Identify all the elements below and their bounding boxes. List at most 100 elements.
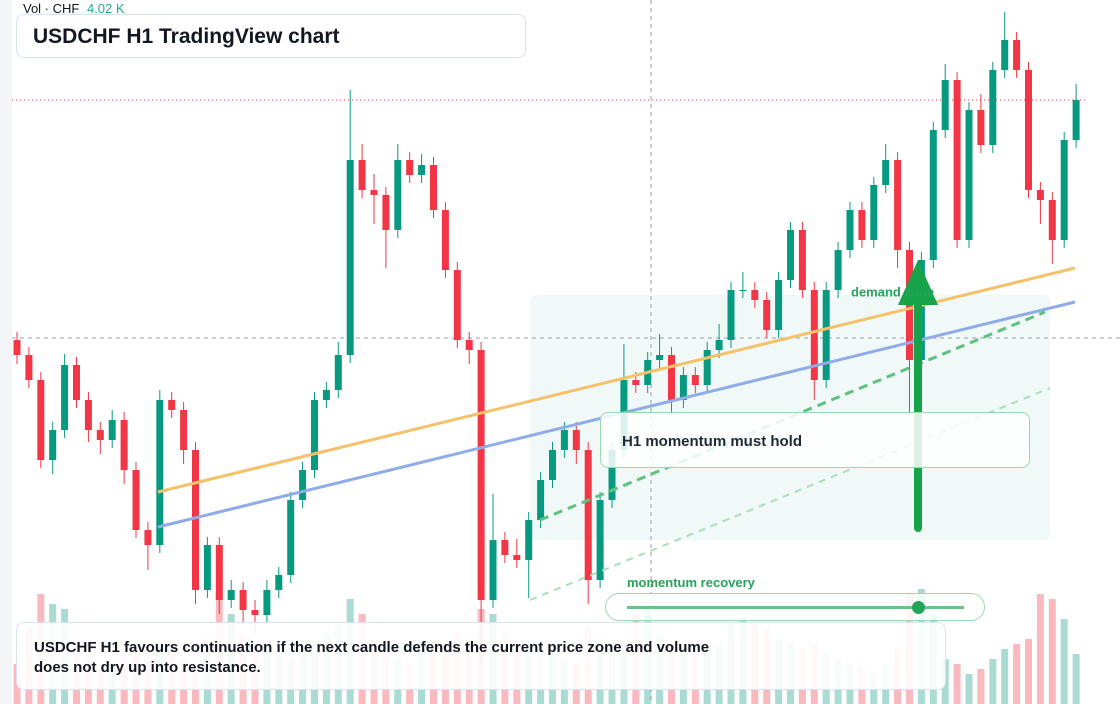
candle-body (441, 210, 449, 270)
candle-body (311, 400, 318, 470)
trendline (157, 266, 1076, 494)
candle-body (49, 430, 57, 460)
candle-body (406, 160, 414, 175)
candle-body (322, 390, 330, 400)
candle-body (703, 350, 711, 385)
candle-body (13, 340, 21, 355)
volume-bar (1048, 599, 1056, 704)
candle-body (192, 450, 199, 590)
candle-body (1072, 100, 1080, 140)
candle-body (251, 610, 259, 615)
candle-body (465, 340, 473, 350)
left-strip (0, 0, 12, 704)
candle-body (477, 350, 485, 600)
candle-body (334, 355, 342, 390)
annotation: momentum recovery (627, 575, 755, 590)
candle-body (727, 290, 735, 340)
candle-body (120, 420, 128, 470)
candle-body (715, 340, 723, 350)
candle-body (132, 470, 140, 530)
title-box: USDCHF H1 TradingView chart (16, 14, 526, 58)
candle-body (953, 80, 961, 240)
candle-body (180, 410, 188, 450)
volume-bar (1060, 619, 1068, 704)
candle-body (751, 290, 759, 300)
candle-body (989, 70, 997, 145)
candle-body (894, 160, 902, 250)
annotation: demand zone (851, 284, 934, 299)
candle-body (73, 365, 80, 400)
candle-body (787, 230, 794, 280)
candle-body (489, 540, 497, 600)
candle-body (739, 290, 747, 291)
candle-body (560, 430, 568, 450)
volume-bar (1072, 654, 1080, 704)
candle-body (156, 400, 164, 545)
volume-bar (977, 669, 985, 704)
caption: USDCHF H1 favours continuation if the ne… (34, 639, 710, 676)
candle-body (596, 500, 604, 580)
candle-body (608, 450, 616, 500)
candle-body (346, 160, 354, 355)
candle-body (96, 430, 104, 440)
candle-body (1025, 70, 1032, 190)
volume-header: Vol · CHF 4.02 K (23, 1, 125, 16)
candle-body (263, 590, 271, 615)
candle-body (287, 500, 295, 575)
candle-body (858, 210, 866, 240)
candle-body (572, 430, 580, 450)
candle-body (275, 575, 283, 590)
candle-body (227, 590, 235, 600)
volume-label: Vol · CHF (23, 1, 80, 16)
candle-body (691, 375, 699, 385)
candle-body (822, 290, 830, 380)
candle-body (798, 230, 806, 290)
volume-bar (953, 664, 961, 704)
candle-body (358, 160, 366, 190)
candle-body (239, 590, 247, 610)
candle-body (549, 450, 556, 480)
candle-body (215, 545, 223, 600)
arrow-head (898, 260, 938, 305)
candle-body (394, 160, 402, 230)
candle-body (1036, 190, 1044, 200)
volume-bar (989, 659, 997, 704)
candle-body (834, 250, 842, 290)
candle-body (679, 375, 687, 400)
volume-bar (1036, 594, 1044, 704)
candle-body (1001, 40, 1009, 70)
candle-body (1048, 200, 1056, 240)
candle-body (513, 555, 521, 560)
slider-track (627, 606, 964, 609)
candle-body (977, 110, 985, 145)
candle-body (632, 380, 640, 385)
candle-body (763, 300, 771, 330)
volume-bar (1013, 644, 1021, 704)
candle-body (941, 80, 949, 130)
candle-body (584, 450, 592, 580)
candle-body (870, 185, 878, 240)
candle-body (929, 130, 937, 260)
candle-body (299, 470, 307, 500)
candle-body (656, 355, 664, 360)
candle-body (61, 365, 69, 430)
candle-body (775, 280, 783, 330)
caption-box: USDCHF H1 favours continuation if the ne… (16, 622, 946, 690)
candle-body (418, 165, 426, 175)
candle-body (25, 355, 33, 380)
candle-body (203, 545, 211, 590)
candle-body (668, 355, 675, 400)
volume-value: 4.02 K (86, 1, 125, 16)
volume-bar (1025, 639, 1032, 704)
chart-title: USDCHF H1 TradingView chart (33, 25, 340, 48)
candle-body (537, 480, 545, 520)
trendline (529, 387, 1051, 601)
candle-body (84, 400, 92, 430)
candle-body (1013, 40, 1021, 70)
candle-body (501, 540, 509, 555)
callout-box: H1 momentum must hold (600, 412, 1030, 468)
candle-body (965, 110, 973, 240)
candle-body (1060, 140, 1068, 240)
candle-body (37, 380, 45, 460)
slider (605, 593, 985, 621)
